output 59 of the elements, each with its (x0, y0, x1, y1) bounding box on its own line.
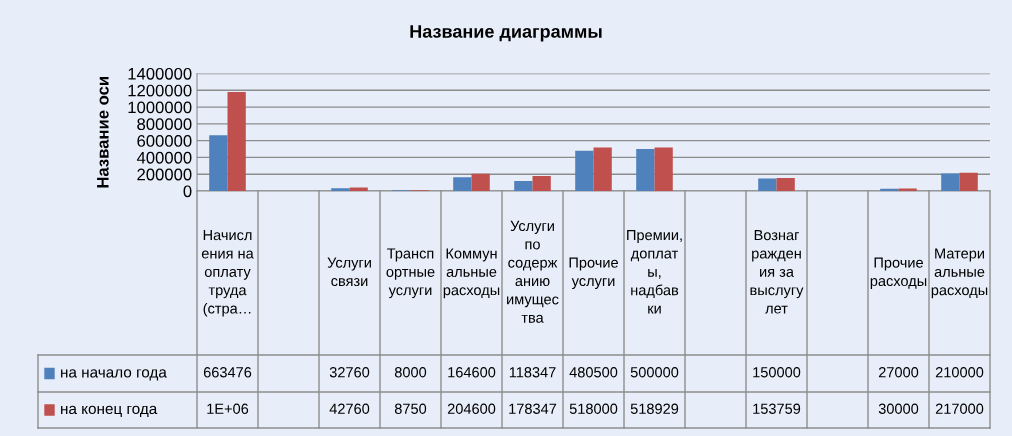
legend-label: на конец года (61, 405, 158, 417)
y-tick-label: 1400000 (128, 67, 192, 80)
y-tick-label: 600000 (137, 135, 192, 147)
data-label: 27000 (878, 367, 919, 378)
bar (959, 172, 978, 191)
x-tick-label: Премии, доплаты, надбавки (627, 230, 682, 314)
data-label: 164600 (448, 367, 496, 378)
x-tick-label: Коммунальные расходы (443, 248, 500, 299)
data-label: 178347 (509, 403, 557, 414)
bar (453, 177, 472, 191)
x-tick-label: Вознаграждения за выслугу лет (750, 230, 804, 314)
x-tick-label: Начисления на оплату труда (стра… (201, 230, 254, 317)
x-tick-label: Прочие услуги (569, 257, 618, 289)
y-tick-label: 0 (183, 185, 192, 198)
data-label: 118347 (509, 367, 556, 378)
y-tick-label: 200000 (137, 168, 192, 181)
data-label: 480500 (569, 367, 618, 378)
bar (349, 187, 368, 191)
bar (654, 147, 673, 191)
data-label: 30000 (878, 403, 919, 414)
bar (898, 188, 917, 191)
data-label: 204600 (447, 403, 496, 414)
bar (941, 173, 960, 191)
bar (514, 181, 533, 191)
x-tick-label: Услуги по содержанию имущества (507, 220, 559, 323)
bar (636, 149, 655, 191)
bar (593, 147, 612, 191)
y-tick-label: 800000 (137, 118, 192, 131)
x-tick-label: Услуги связи (327, 257, 371, 287)
data-label: 8000 (394, 367, 427, 378)
data-label: 663476 (203, 367, 252, 378)
legend-label: на начало года (61, 369, 167, 381)
bar (758, 178, 777, 191)
bar (575, 150, 594, 191)
data-label: 42760 (329, 403, 370, 414)
x-tick-label: Прочие расходы (870, 257, 927, 289)
bar (532, 176, 551, 191)
data-label: 8750 (394, 403, 427, 414)
data-label: 518000 (569, 403, 618, 414)
y-axis-title: Название оси (97, 77, 109, 188)
data-label: 518929 (630, 403, 679, 414)
bar (227, 91, 246, 191)
data-label: 150000 (753, 367, 801, 378)
bar (331, 188, 350, 191)
x-tick-label: Материальные расходы (931, 248, 988, 299)
data-label: 217000 (935, 403, 984, 414)
bar (209, 135, 228, 191)
bar (776, 178, 795, 191)
chart-title: Название диаграммы (410, 25, 602, 42)
y-tick-label: 1200000 (128, 84, 192, 97)
y-tick-label: 400000 (136, 151, 192, 164)
data-label: 210000 (935, 367, 984, 378)
bar (471, 173, 490, 191)
x-tick-label: Транспортные услуги (386, 248, 435, 299)
data-label: 153759 (753, 403, 801, 414)
data-label: 32760 (329, 367, 370, 378)
data-label: 1E+06 (207, 403, 249, 414)
data-label: 500000 (630, 367, 679, 378)
y-tick-label: 1000000 (128, 101, 192, 114)
